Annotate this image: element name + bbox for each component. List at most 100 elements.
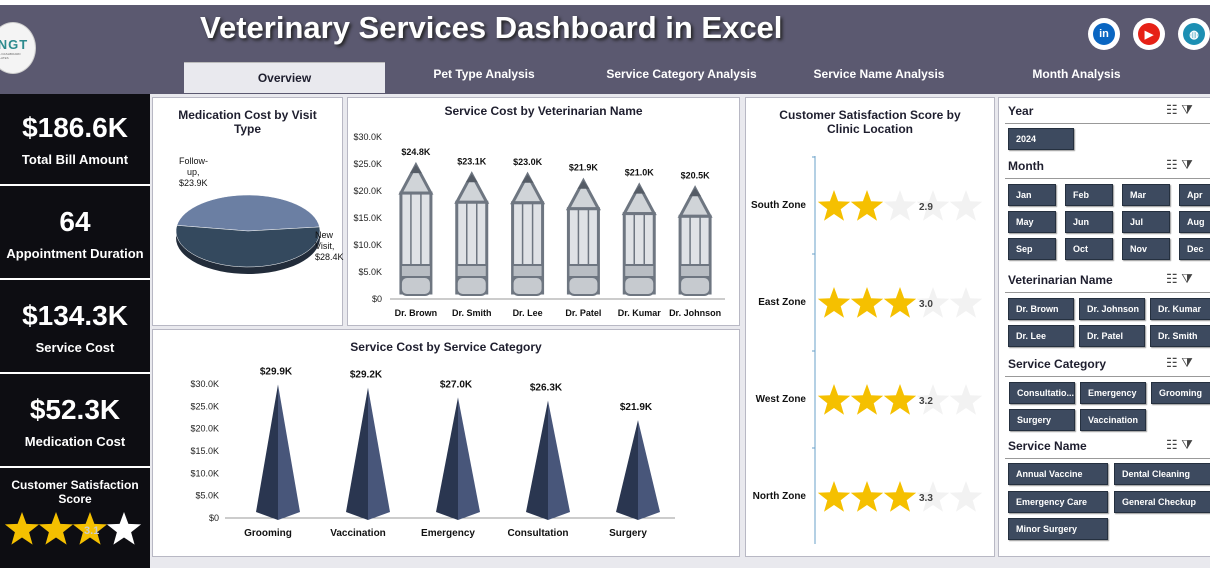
- pencil-ferrule: [511, 264, 544, 278]
- slicer-vet-item[interactable]: Dr. Smith: [1150, 325, 1210, 347]
- slicer-month-item[interactable]: Jun: [1065, 211, 1113, 233]
- slicer-year-2024[interactable]: 2024: [1008, 128, 1074, 150]
- slicer-month-item[interactable]: Dec: [1179, 238, 1210, 260]
- cone-bar: [436, 397, 480, 520]
- slicer-month-item[interactable]: Oct: [1065, 238, 1113, 260]
- logo-text: NGT: [0, 36, 29, 52]
- pencil-ferrule: [455, 264, 488, 278]
- pie-chart: Follow-up, $23.9K New Visit, $28.4K: [175, 156, 344, 274]
- kpi-total-bill: $186.6K Total Bill Amount: [0, 94, 150, 186]
- pencil-lead: [409, 165, 422, 174]
- star-empty-icon: [949, 384, 983, 415]
- kpi-label: Service Cost: [35, 339, 115, 355]
- slicer-vet-item[interactable]: Dr. Lee: [1008, 325, 1074, 347]
- data-label: $29.9K: [260, 366, 293, 377]
- slicer-vet-item[interactable]: Dr. Patel: [1079, 325, 1145, 347]
- y-tick-label: $25.0K: [190, 401, 219, 411]
- multi-select-icon[interactable]: ☷ ⧩: [1166, 271, 1193, 286]
- slicer-category-item[interactable]: Vaccination: [1080, 409, 1146, 431]
- tab-service-name-analysis[interactable]: Service Name Analysis: [813, 66, 945, 81]
- cone-face-left: [256, 384, 278, 520]
- slicer-month-item[interactable]: Feb: [1065, 184, 1113, 206]
- y-tick-label: $30.0K: [190, 379, 219, 389]
- kpi-label: Customer Satisfaction Score: [11, 478, 139, 506]
- page-title: Veterinary Services Dashboard in Excel: [200, 10, 783, 45]
- pencil-eraser: [399, 276, 432, 296]
- pie-data-label: Follow-up, $23.9K: [179, 156, 208, 188]
- slicer-category-item[interactable]: Grooming: [1151, 382, 1210, 404]
- slicer-vet-item[interactable]: Dr. Brown: [1008, 298, 1074, 320]
- tab-pet-type-analysis[interactable]: Pet Type Analysis: [433, 66, 535, 81]
- data-label: $29.2K: [350, 370, 383, 381]
- multi-select-icon[interactable]: ☷ ⧩: [1166, 157, 1193, 172]
- y-tick-label: $15.0K: [353, 213, 382, 223]
- top-strip: [0, 0, 1210, 5]
- slicer-title-category: Service Category: [1008, 357, 1107, 371]
- star-filled-icon: [883, 481, 917, 512]
- tab-service-category-analysis[interactable]: Service Category Analysis: [606, 66, 757, 81]
- cone-bar: [256, 384, 300, 520]
- x-tick-label: Grooming: [244, 528, 292, 539]
- slicer-title-service: Service Name: [1008, 439, 1087, 453]
- slicer-vet-item[interactable]: Dr. Johnson: [1079, 298, 1145, 320]
- y-tick-label: $5.0K: [358, 267, 382, 277]
- kpi-service-cost: $134.3K Service Cost: [0, 282, 150, 374]
- category-bar-chart: $0 $5.0K $10.0K $15.0K $20.0K $25.0K $30.0K $29…: [190, 366, 675, 539]
- pencil-eraser: [511, 276, 544, 296]
- star-filled-icon: [817, 384, 851, 415]
- slicer-service-item[interactable]: Annual Vaccine: [1008, 463, 1108, 485]
- y-tick-label: $10.0K: [190, 468, 219, 478]
- pencil-lead: [521, 174, 534, 183]
- slicer-month-item[interactable]: Aug: [1179, 211, 1210, 233]
- x-tick-label: Dr. Patel: [565, 308, 601, 318]
- kpi-appointment-duration: 64 Appointment Duration: [0, 188, 150, 280]
- chart-title: Service Cost by Service Category: [350, 340, 542, 354]
- pencil-bar: [677, 185, 713, 296]
- multi-select-icon[interactable]: ☷ ⧩: [1166, 355, 1193, 370]
- slicer-category-item[interactable]: Surgery: [1009, 409, 1075, 431]
- slicer-month-item[interactable]: Apr: [1179, 184, 1210, 206]
- slicer-month-item[interactable]: Sep: [1008, 238, 1056, 260]
- y-tick-label: West Zone: [756, 394, 807, 405]
- star-filled-icon: [850, 287, 884, 318]
- y-tick-label: $5.0K: [195, 491, 219, 501]
- linkedin-icon: in: [1093, 23, 1115, 45]
- slicer-month-item[interactable]: Nov: [1122, 238, 1170, 260]
- y-tick-label: North Zone: [753, 491, 807, 502]
- slicer-month-item[interactable]: Jan: [1008, 184, 1056, 206]
- slicer-service-item[interactable]: Emergency Care: [1008, 491, 1108, 513]
- cone-face-right: [458, 397, 480, 520]
- x-tick-label: Dr. Kumar: [618, 308, 662, 318]
- linkedin-button[interactable]: in: [1088, 18, 1120, 50]
- slicer-month-item[interactable]: May: [1008, 211, 1056, 233]
- cone-face-left: [526, 400, 548, 520]
- y-tick-label: $0: [372, 294, 382, 304]
- kpi-value: 3.1: [84, 525, 99, 537]
- slicer-month-item[interactable]: Mar: [1122, 184, 1170, 206]
- slicer-vet-item[interactable]: Dr. Kumar: [1150, 298, 1210, 320]
- slicer-service-item[interactable]: General Checkup: [1114, 491, 1210, 513]
- data-label: $21.9K: [620, 402, 653, 413]
- tab-month-analysis[interactable]: Month Analysis: [1032, 66, 1121, 81]
- slicer-category-item[interactable]: Emergency: [1080, 382, 1146, 404]
- kpi-value: $134.3K: [22, 299, 128, 331]
- y-tick-label: $25.0K: [353, 159, 382, 169]
- multi-select-icon[interactable]: ☷ ⧩: [1166, 437, 1193, 452]
- website-button[interactable]: ◍: [1178, 18, 1210, 50]
- data-label: 3.0: [919, 299, 933, 310]
- slicer-month-item[interactable]: Jul: [1122, 211, 1170, 233]
- slicer-service-item[interactable]: Minor Surgery: [1008, 518, 1108, 540]
- data-label: $20.5K: [681, 170, 711, 180]
- slicer-category-item[interactable]: Consultatio...: [1009, 382, 1075, 404]
- tab-overview[interactable]: Overview: [184, 62, 385, 93]
- multi-select-icon[interactable]: ☷ ⧩: [1166, 102, 1193, 117]
- y-tick-label: $30.0K: [353, 132, 382, 142]
- youtube-button[interactable]: ▶: [1133, 18, 1165, 50]
- slicer-service-item[interactable]: Dental Cleaning: [1114, 463, 1210, 485]
- data-label: $21.0K: [625, 168, 655, 178]
- star-empty-icon: [916, 190, 950, 221]
- star-empty-icon: [949, 190, 983, 221]
- cone-bar: [616, 420, 660, 520]
- logo: NGT EXCEL DASHBOARD TEMPLATES: [0, 22, 36, 74]
- pencil-ferrule: [399, 264, 432, 278]
